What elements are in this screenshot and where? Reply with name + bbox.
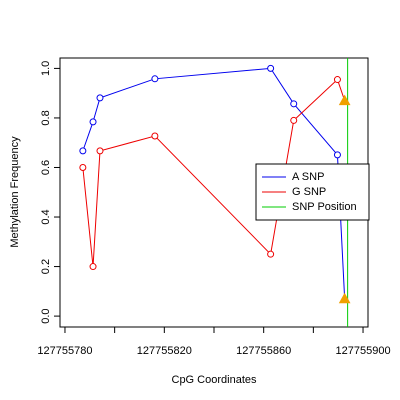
snp-marker bbox=[338, 292, 351, 304]
point bbox=[96, 94, 104, 102]
legend-label: G SNP bbox=[292, 186, 326, 198]
x-tick-label: 127755780 bbox=[37, 345, 92, 357]
point bbox=[89, 118, 97, 126]
point bbox=[333, 76, 341, 84]
y-tick-label: 0.8 bbox=[40, 110, 52, 125]
point bbox=[151, 75, 159, 83]
y-tick-label: 0.2 bbox=[40, 259, 52, 274]
x-tick-label: 127755860 bbox=[236, 345, 291, 357]
point bbox=[267, 64, 275, 72]
y-tick-label: 0.0 bbox=[40, 308, 52, 323]
x-axis-label: CpG Coordinates bbox=[172, 374, 257, 386]
series-line bbox=[82, 78, 346, 267]
point bbox=[290, 100, 298, 108]
snp-marker bbox=[338, 94, 351, 106]
legend-label: SNP Position bbox=[292, 201, 357, 213]
point bbox=[267, 250, 275, 258]
x-tick-label: 127755900 bbox=[336, 345, 391, 357]
point bbox=[290, 116, 298, 124]
point bbox=[96, 147, 104, 155]
y-tick-label: 1.0 bbox=[40, 61, 52, 76]
y-axis-label: Methylation Frequency bbox=[9, 136, 21, 248]
point bbox=[79, 163, 87, 171]
point bbox=[151, 132, 159, 140]
point bbox=[79, 147, 87, 155]
series-line bbox=[82, 67, 346, 299]
legend-label: A SNP bbox=[292, 171, 324, 183]
y-tick-label: 0.4 bbox=[40, 209, 52, 224]
y-tick-label: 0.6 bbox=[40, 160, 52, 175]
point bbox=[89, 263, 97, 271]
point bbox=[333, 151, 341, 159]
x-tick-label: 127755820 bbox=[137, 345, 192, 357]
